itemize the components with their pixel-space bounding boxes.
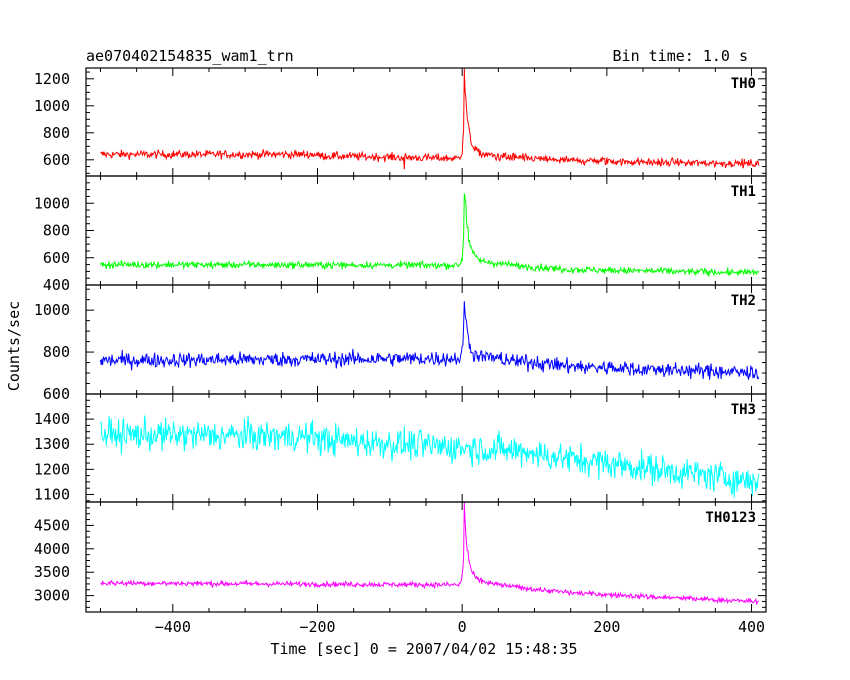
panel-frame	[85, 284, 767, 395]
panel-label-th1: TH1	[731, 184, 756, 200]
panel-frame	[85, 393, 767, 503]
series-th1-line	[100, 193, 760, 277]
series-th0123-line	[100, 502, 759, 605]
y-tick-label: 1200	[34, 460, 70, 478]
y-axis-title: Counts/sec	[5, 301, 23, 391]
panel-th2: 600 800 1000 TH2	[34, 284, 767, 403]
y-tick-label: 1000	[34, 301, 70, 319]
y-tick-label: 3000	[34, 587, 70, 605]
x-tick-label: 400	[738, 618, 765, 636]
panels-group: 600 800 1000 1200 TH0 400 600 800 1000 TH1 600 800 1…	[34, 67, 767, 613]
y-tick-label: 4000	[34, 540, 70, 558]
panel-th1: 400 600 800 1000 TH1	[34, 175, 767, 294]
series-th3-line	[100, 415, 760, 498]
y-tick-label: 600	[43, 151, 70, 169]
x-tick-label: −400	[155, 618, 191, 636]
panel-label-th0: TH0	[731, 76, 756, 92]
y-tick-label: 1200	[34, 70, 70, 88]
y-tick-label: 600	[43, 249, 70, 267]
x-axis-title: Time [sec] 0 = 2007/04/02 15:48:35	[270, 640, 577, 658]
y-tick-label: 400	[43, 276, 70, 294]
series-th0-line	[100, 68, 760, 170]
panel-label-th3: TH3	[731, 402, 756, 418]
y-tick-label: 1000	[34, 194, 70, 212]
panel-th3: 1100 1200 1300 1400 TH3	[34, 393, 767, 503]
panel-label-th0123: TH0123	[705, 510, 756, 526]
y-tick-label: 1100	[34, 485, 70, 503]
panel-th0123: 3000 3500 4000 4500 TH0123	[34, 501, 767, 613]
panel-frame	[85, 67, 767, 177]
y-tick-label: 800	[43, 222, 70, 240]
series-th2-line	[100, 301, 760, 381]
y-tick-label: 1400	[34, 410, 70, 428]
panel-th0: 600 800 1000 1200 TH0	[34, 67, 767, 177]
y-tick-label: 800	[43, 343, 70, 361]
bin-time-label: Bin time: 1.0 s	[613, 47, 748, 65]
plot-title: ae070402154835_wam1_trn	[86, 47, 294, 65]
y-tick-label: 600	[43, 385, 70, 403]
x-tick-label: −200	[299, 618, 335, 636]
panel-label-th2: TH2	[731, 293, 756, 309]
y-tick-label: 1300	[34, 435, 70, 453]
y-tick-label: 800	[43, 124, 70, 142]
y-tick-label: 3500	[34, 563, 70, 581]
y-tick-label: 4500	[34, 516, 70, 534]
x-tick-label: 0	[458, 618, 467, 636]
y-tick-label: 1000	[34, 97, 70, 115]
x-axis-ticks: −400 −200 0 200 400	[155, 618, 765, 636]
x-tick-label: 200	[593, 618, 620, 636]
